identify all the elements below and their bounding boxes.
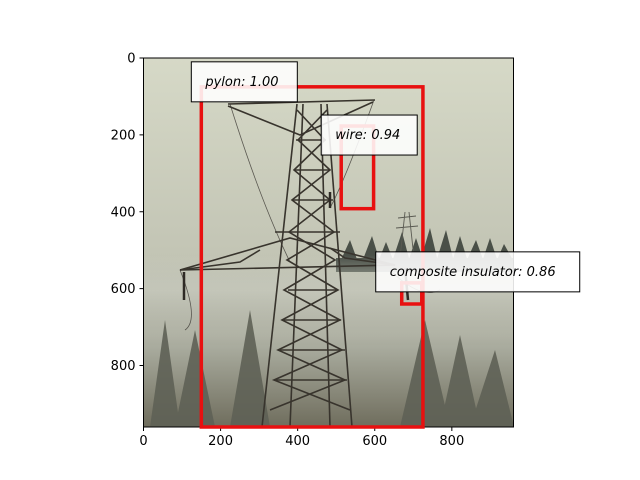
detection-label: pylon: 1.00 bbox=[204, 75, 278, 90]
y-tick-label: 200 bbox=[111, 128, 136, 143]
x-tick-label: 600 bbox=[362, 434, 387, 449]
detection-label: composite insulator: 0.86 bbox=[390, 265, 556, 280]
detection-label: wire: 0.94 bbox=[335, 128, 400, 143]
x-tick-label: 200 bbox=[208, 434, 233, 449]
y-tick-label: 800 bbox=[111, 359, 136, 374]
y-tick-label: 400 bbox=[111, 205, 136, 220]
x-tick-label: 800 bbox=[439, 434, 464, 449]
y-tick-label: 600 bbox=[111, 282, 136, 297]
y-tick-label: 0 bbox=[127, 52, 135, 67]
x-tick-label: 400 bbox=[285, 434, 310, 449]
x-tick-label: 0 bbox=[139, 434, 147, 449]
photo bbox=[144, 58, 515, 427]
